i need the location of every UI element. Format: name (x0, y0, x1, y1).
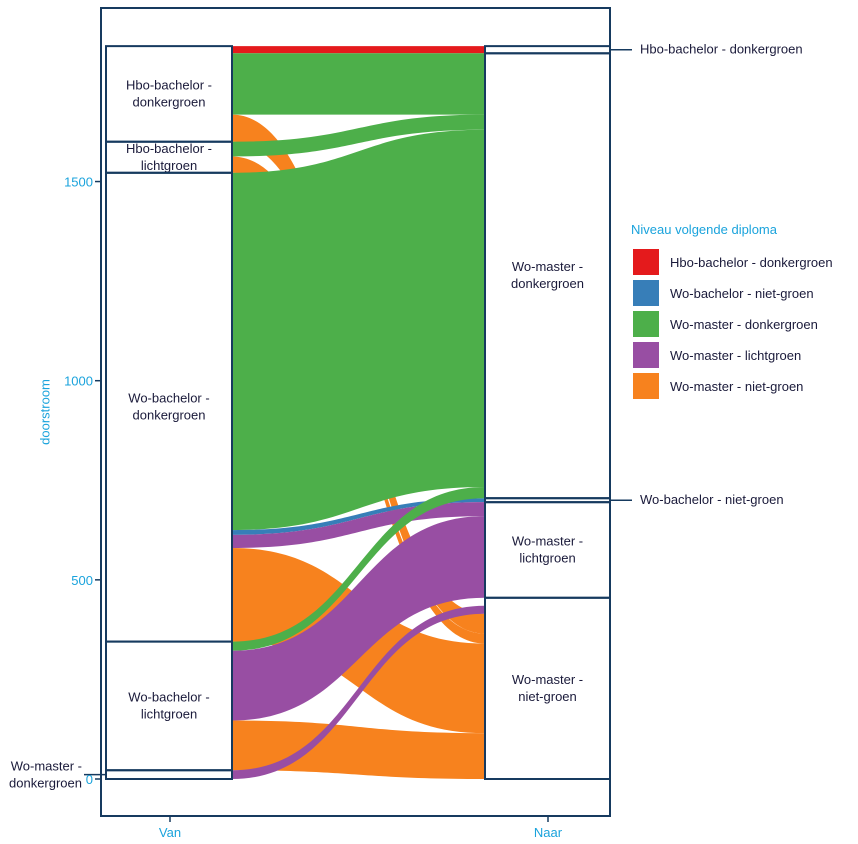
left-stratum-label-wo-bachelor-donkergroen: donkergroen (133, 408, 206, 423)
right-stratum-label-wo-master-donkergroen: donkergroen (511, 276, 584, 291)
left-stratum-label-wo-master-donkergroen: Wo-master - (11, 759, 82, 774)
left-stratum-label-wo-bachelor-donkergroen: Wo-bachelor - (128, 391, 209, 406)
flow-wo-bachelor-donkergroen-to-wo-master-donkergroen (232, 129, 485, 531)
left-stratum-wo-master-donkergroen (105, 769, 233, 781)
legend-label-hbo-bachelor-donkergroen: Hbo-bachelor - donkergroen (670, 255, 833, 270)
x-tick-label-naar: Naar (534, 825, 563, 840)
left-stratum-label-hbo-bachelor-donkergroen: Hbo-bachelor - (126, 77, 212, 92)
y-axis: 0 500 1000 1500 (64, 175, 101, 787)
left-stratum-label-wo-bachelor-lichtgroen: Wo-bachelor - (128, 689, 209, 704)
right-stratum-label-wo-master-niet-groen: niet-groen (518, 689, 577, 704)
legend-swatch-hbo-bachelor-donkergroen (633, 249, 659, 275)
legend-label-wo-master-donkergroen: Wo-master - donkergroen (670, 317, 818, 332)
x-tick-label-van: Van (159, 825, 181, 840)
legend: Niveau volgende diploma Hbo-bachelor - d… (631, 222, 833, 399)
flow-wo-bachelor-lichtgroen-to-wo-master-niet-groen (232, 720, 485, 779)
flow-wo-bachelor-lichtgroen-to-wo-master-donkergroen (232, 487, 485, 651)
y-tick-label-1000: 1000 (64, 374, 93, 389)
left-stratum-label-wo-bachelor-lichtgroen: lichtgroen (141, 706, 197, 721)
legend-label-wo-master-niet-groen: Wo-master - niet-groen (670, 379, 803, 394)
flow-wo-bachelor-donkergroen-to-wo-bachelor-niet-groen (232, 498, 485, 535)
legend-swatch-wo-master-niet-groen (633, 373, 659, 399)
y-tick-label-500: 500 (71, 573, 93, 588)
flow-hbo-bachelor-donkergroen-to-wo-master-donkergroen (232, 53, 485, 115)
right-stratum-label-wo-master-niet-groen: Wo-master - (512, 672, 583, 687)
x-axis: Van Naar (159, 816, 563, 840)
left-stratum-label-wo-master-donkergroen: donkergroen (9, 776, 82, 791)
legend-swatch-wo-bachelor-niet-groen (633, 280, 659, 306)
legend-swatch-wo-master-donkergroen (633, 311, 659, 337)
flow-hbo-bachelor-lichtgroen-to-wo-master-donkergroen (232, 114, 485, 157)
right-stratum-label-wo-master-lichtgroen: lichtgroen (519, 550, 575, 565)
legend-label-wo-bachelor-niet-groen: Wo-bachelor - niet-groen (670, 286, 814, 301)
y-tick-label-0: 0 (86, 772, 93, 787)
right-stratum-label-wo-master-donkergroen: Wo-master - (512, 259, 583, 274)
y-tick-label-1500: 1500 (64, 175, 93, 190)
flow-hbo-bachelor-donkergroen-to-hbo-bachelor-donkergroen (232, 46, 485, 54)
left-stratum-label-hbo-bachelor-lichtgroen: lichtgroen (141, 158, 197, 173)
left-stratum-label-hbo-bachelor-donkergroen: donkergroen (133, 94, 206, 109)
y-axis-label: doorstroom (37, 379, 52, 445)
legend-swatch-wo-master-lichtgroen (633, 342, 659, 368)
flows-layer (232, 46, 485, 779)
right-stratum-hbo-bachelor-donkergroen (484, 45, 611, 55)
flow-wo-bachelor-lichtgroen-to-wo-master-lichtgroen (232, 516, 485, 721)
right-stratum-label-hbo-bachelor-donkergroen: Hbo-bachelor - donkergroen (640, 42, 803, 57)
left-stratum-label-hbo-bachelor-lichtgroen: Hbo-bachelor - (126, 141, 212, 156)
strata-layer: Hbo-bachelor - donkergroen Hbo-bachelor - l… (9, 42, 803, 791)
legend-title: Niveau volgende diploma (631, 222, 778, 237)
right-stratum-label-wo-bachelor-niet-groen: Wo-bachelor - niet-groen (640, 492, 784, 507)
legend-label-wo-master-lichtgroen: Wo-master - lichtgroen (670, 348, 801, 363)
plot-frame (100, 7, 611, 817)
right-stratum-label-wo-master-lichtgroen: Wo-master - (512, 533, 583, 548)
flow-wo-master-donkergroen-to-wo-master-lichtgroen (232, 605, 485, 779)
